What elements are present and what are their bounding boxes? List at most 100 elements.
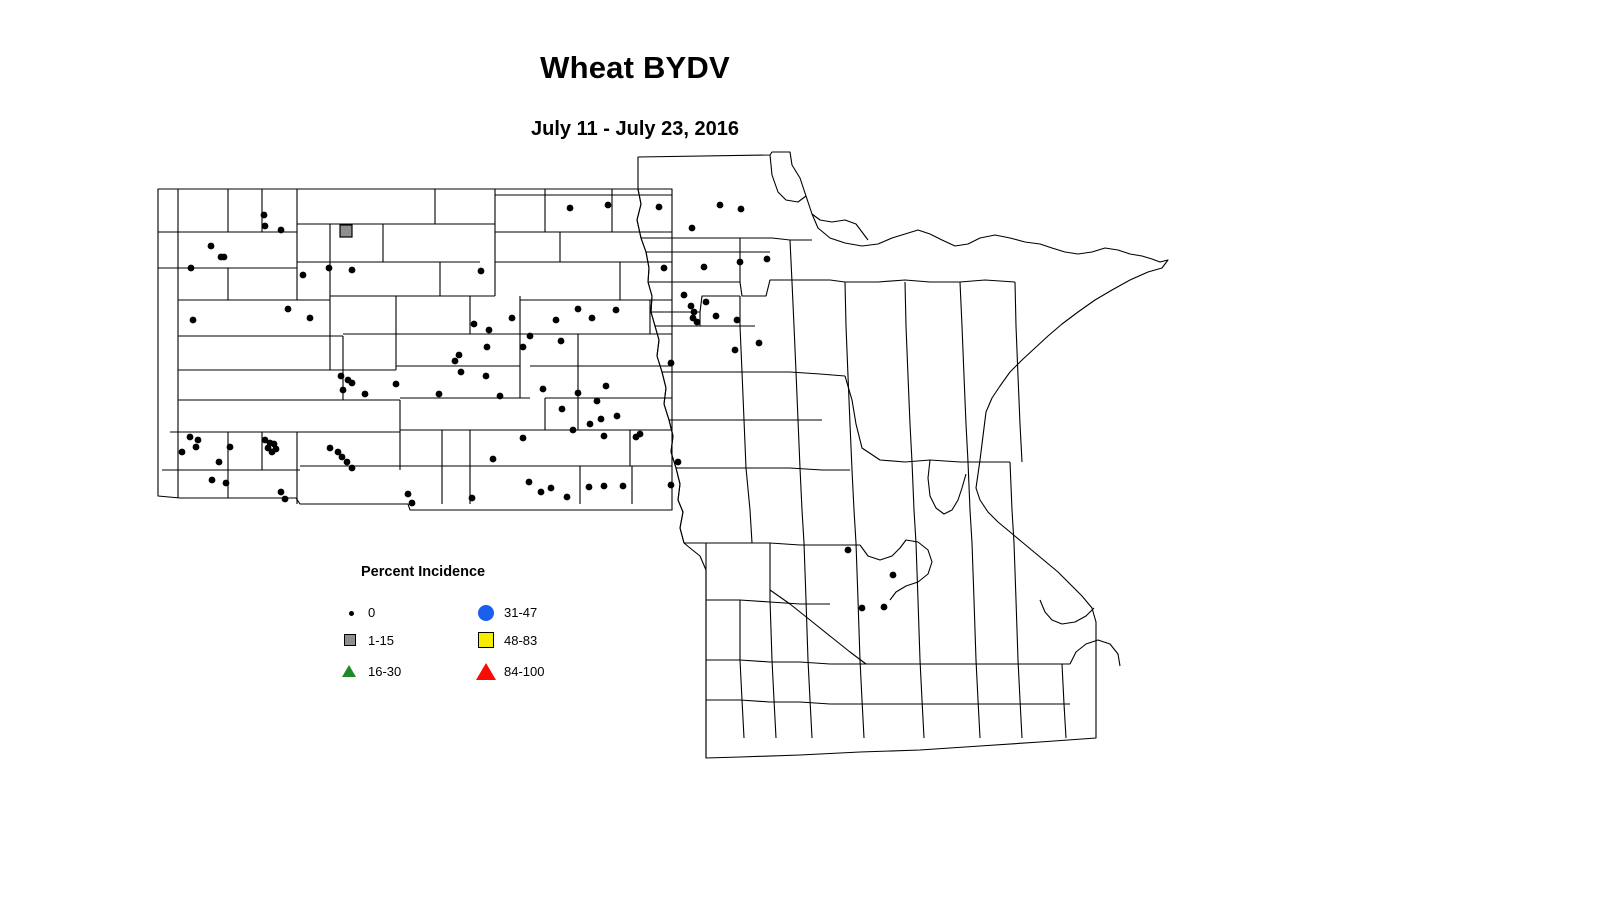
data-point[interactable] xyxy=(207,242,215,250)
data-point[interactable] xyxy=(299,271,307,279)
data-point[interactable] xyxy=(588,314,596,322)
data-point[interactable] xyxy=(192,443,200,451)
data-point[interactable] xyxy=(569,426,577,434)
data-point[interactable] xyxy=(525,478,533,486)
data-point[interactable] xyxy=(612,306,620,314)
data-point[interactable] xyxy=(519,343,527,351)
data-point[interactable] xyxy=(189,316,197,324)
data-point[interactable] xyxy=(667,481,675,489)
data-point[interactable] xyxy=(272,445,280,453)
data-point[interactable] xyxy=(326,444,334,452)
data-point[interactable] xyxy=(343,458,351,466)
data-point[interactable] xyxy=(613,412,621,420)
data-point[interactable] xyxy=(602,382,610,390)
data-point[interactable] xyxy=(655,203,663,211)
data-point[interactable] xyxy=(660,264,668,272)
data-point[interactable] xyxy=(763,255,771,263)
data-point[interactable] xyxy=(220,253,228,261)
data-point[interactable] xyxy=(260,211,268,219)
data-point[interactable] xyxy=(284,305,292,313)
data-point[interactable] xyxy=(688,224,696,232)
data-point[interactable] xyxy=(858,604,866,612)
data-point[interactable] xyxy=(563,493,571,501)
data-point[interactable] xyxy=(755,339,763,347)
data-point[interactable] xyxy=(700,263,708,271)
data-point[interactable] xyxy=(470,320,478,328)
data-point[interactable] xyxy=(277,488,285,496)
data-point[interactable] xyxy=(702,298,710,306)
data-point[interactable] xyxy=(306,314,314,322)
data-point[interactable] xyxy=(690,308,698,316)
data-point[interactable] xyxy=(337,372,345,380)
data-point[interactable] xyxy=(339,386,347,394)
data-point[interactable] xyxy=(712,312,720,320)
data-point[interactable] xyxy=(880,603,888,611)
data-point[interactable] xyxy=(736,258,744,266)
data-point[interactable] xyxy=(277,226,285,234)
data-point[interactable] xyxy=(477,267,485,275)
data-point[interactable] xyxy=(586,420,594,428)
data-point[interactable] xyxy=(674,458,682,466)
data-point[interactable] xyxy=(547,484,555,492)
data-point[interactable] xyxy=(539,385,547,393)
data-point[interactable] xyxy=(226,443,234,451)
data-point[interactable] xyxy=(455,351,463,359)
data-point[interactable] xyxy=(552,316,560,324)
data-point[interactable] xyxy=(485,326,493,334)
data-point[interactable] xyxy=(404,490,412,498)
data-point[interactable] xyxy=(186,433,194,441)
data-point[interactable] xyxy=(733,316,741,324)
data-point[interactable] xyxy=(619,482,627,490)
data-point[interactable] xyxy=(194,436,202,444)
data-point[interactable] xyxy=(716,201,724,209)
data-point[interactable] xyxy=(585,483,593,491)
data-point[interactable] xyxy=(334,448,342,456)
data-point[interactable] xyxy=(339,224,353,238)
data-point[interactable] xyxy=(600,482,608,490)
data-point[interactable] xyxy=(261,436,269,444)
data-point[interactable] xyxy=(597,415,605,423)
data-point[interactable] xyxy=(261,222,269,230)
data-point[interactable] xyxy=(187,264,195,272)
data-point[interactable] xyxy=(435,390,443,398)
data-point[interactable] xyxy=(731,346,739,354)
data-point[interactable] xyxy=(451,357,459,365)
data-point[interactable] xyxy=(408,499,416,507)
data-point[interactable] xyxy=(482,372,490,380)
data-point[interactable] xyxy=(348,379,356,387)
data-point[interactable] xyxy=(392,380,400,388)
data-point[interactable] xyxy=(208,476,216,484)
data-point[interactable] xyxy=(667,359,675,367)
data-point[interactable] xyxy=(557,337,565,345)
data-point[interactable] xyxy=(574,305,582,313)
data-point[interactable] xyxy=(361,390,369,398)
data-point[interactable] xyxy=(222,479,230,487)
data-point[interactable] xyxy=(496,392,504,400)
data-point[interactable] xyxy=(889,571,897,579)
data-point[interactable] xyxy=(687,302,695,310)
data-point[interactable] xyxy=(348,464,356,472)
data-point[interactable] xyxy=(558,405,566,413)
data-point[interactable] xyxy=(483,343,491,351)
data-point[interactable] xyxy=(215,458,223,466)
data-point[interactable] xyxy=(526,332,534,340)
data-point[interactable] xyxy=(574,389,582,397)
data-point[interactable] xyxy=(468,494,476,502)
data-point[interactable] xyxy=(281,495,289,503)
data-points-layer[interactable] xyxy=(178,201,897,612)
data-point[interactable] xyxy=(844,546,852,554)
data-point[interactable] xyxy=(338,453,346,461)
data-point[interactable] xyxy=(348,266,356,274)
data-point[interactable] xyxy=(737,205,745,213)
data-point[interactable] xyxy=(178,448,186,456)
data-point[interactable] xyxy=(519,434,527,442)
data-point[interactable] xyxy=(537,488,545,496)
data-point[interactable] xyxy=(508,314,516,322)
data-point[interactable] xyxy=(604,201,612,209)
data-point[interactable] xyxy=(566,204,574,212)
data-point[interactable] xyxy=(457,368,465,376)
data-point[interactable] xyxy=(680,291,688,299)
data-point[interactable] xyxy=(693,318,701,326)
